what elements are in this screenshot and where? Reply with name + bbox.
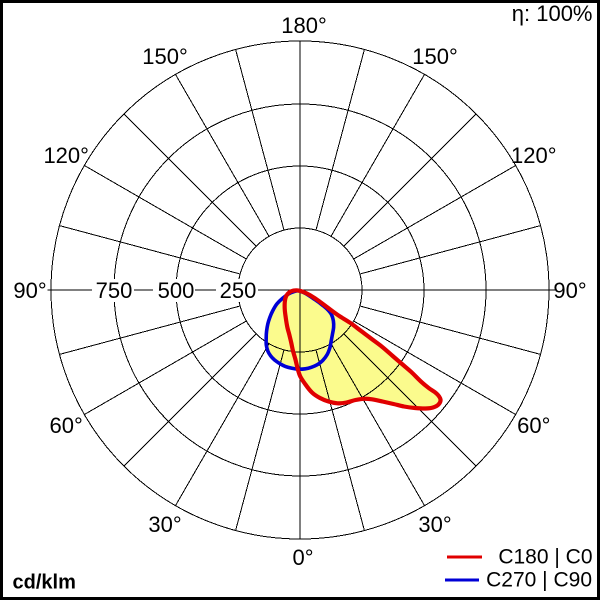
svg-text:180°: 180° — [281, 13, 327, 38]
svg-text:750: 750 — [96, 278, 133, 303]
svg-text:C270 | C90: C270 | C90 — [486, 568, 592, 591]
svg-text:120°: 120° — [43, 143, 89, 168]
svg-text:250: 250 — [220, 278, 257, 303]
svg-text:120°: 120° — [511, 143, 557, 168]
svg-text:60°: 60° — [517, 413, 550, 438]
svg-text:60°: 60° — [50, 413, 83, 438]
svg-text:150°: 150° — [412, 44, 458, 69]
svg-text:η: 100%: η: 100% — [512, 1, 593, 26]
svg-text:90°: 90° — [13, 278, 46, 303]
svg-text:0°: 0° — [292, 545, 313, 570]
svg-text:500: 500 — [158, 278, 195, 303]
svg-text:cd/klm: cd/klm — [13, 572, 76, 594]
svg-text:30°: 30° — [418, 512, 451, 537]
svg-text:C180 | C0: C180 | C0 — [498, 546, 592, 569]
svg-text:150°: 150° — [142, 44, 188, 69]
svg-text:30°: 30° — [148, 512, 181, 537]
svg-text:90°: 90° — [553, 278, 586, 303]
